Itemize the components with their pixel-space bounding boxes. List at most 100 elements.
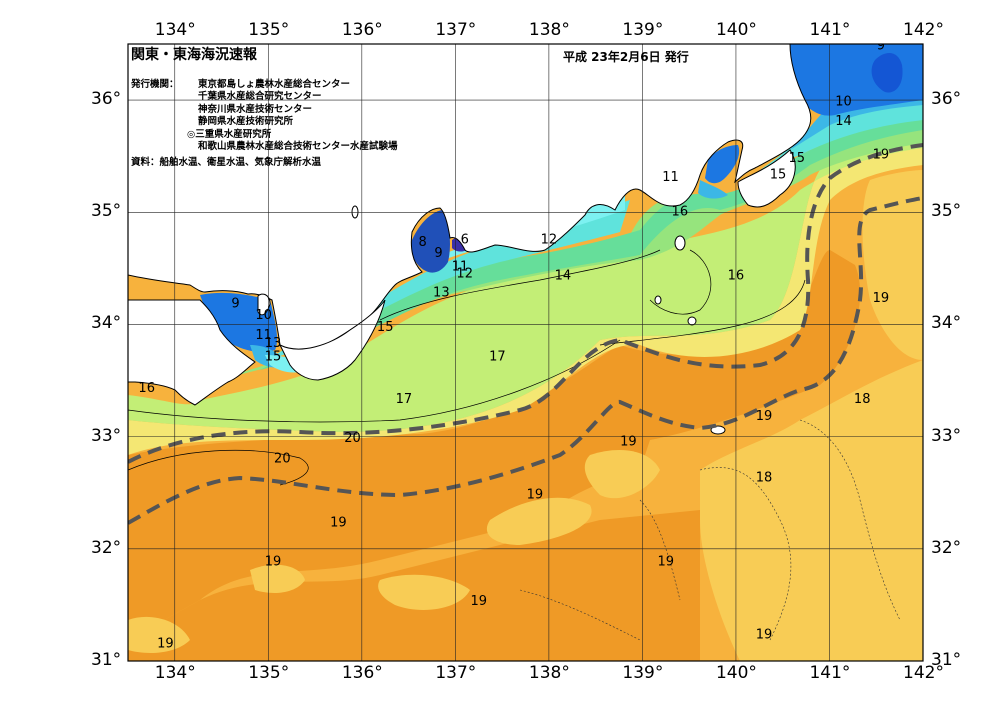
temperature-labels: 9101415151911161619121489611121391011131… (138, 39, 890, 652)
land-boso (737, 149, 796, 208)
lat-right-tick-label: 32° (931, 537, 962, 558)
temperature-label: 11 (255, 328, 272, 343)
land-niijima (654, 295, 662, 305)
temperature-label: 18 (756, 471, 773, 486)
issuer-org: 千葉県水産総合研究センター (198, 91, 322, 103)
temperature-label: 14 (555, 269, 572, 284)
temperature-label: 19 (157, 637, 174, 652)
issuer-list: 東京都島しょ農林水産総合センター 千葉県水産総合研究センター 神奈川県水産技術セ… (187, 79, 398, 153)
issue-date: 平成 23年2月6日 発行 (563, 50, 689, 64)
sea-14-band (260, 118, 923, 370)
lon-top-tick-label: 137° (435, 20, 477, 40)
sea-18-patch-1 (486, 497, 592, 545)
temperature-label: 8 (418, 235, 426, 250)
temperature-label: 20 (344, 431, 361, 446)
temperature-label: 16 (728, 269, 745, 284)
lat-left-tick-label: 32° (91, 537, 122, 558)
temperature-label: 13 (433, 285, 450, 300)
lon-bottom-tick-label: 135° (248, 663, 290, 683)
issuer-org: 神奈川県水産技術センター (198, 103, 313, 115)
lon-top-tick-label: 134° (154, 20, 196, 40)
lat-left-tick-label: 35° (91, 201, 122, 222)
map-frame (127, 43, 924, 662)
temperature-label: 15 (377, 320, 394, 335)
temperature-label: 17 (489, 349, 506, 364)
sea-11-kanto (790, 92, 923, 150)
sea-17-band (128, 140, 923, 455)
issuer-org: ◎三重県水産研究所 (187, 128, 272, 140)
lat-right-tick-label: 35° (931, 201, 962, 222)
temperature-label: 12 (456, 266, 473, 281)
lat-right-tick-label: 36° (931, 89, 962, 110)
lat-left-tick-label: 31° (91, 650, 122, 670)
kuroshio-paths (128, 143, 923, 525)
lon-top-tick-label: 136° (341, 20, 383, 40)
temperature-label: 16 (672, 205, 689, 220)
land-miyake (687, 316, 697, 326)
land-kii (278, 299, 386, 381)
temperature-label: 12 (541, 233, 558, 248)
lon-bottom-tick-label: 139° (622, 663, 664, 683)
lon-bottom-tick-label: 142° (903, 663, 944, 683)
sea-16-band (128, 140, 923, 432)
sea-18-patch-2 (584, 450, 660, 499)
lon-bottom-tick-label: 140° (715, 663, 757, 683)
lat-left-tick-label: 33° (91, 425, 122, 446)
temperature-label: 16 (138, 381, 155, 396)
lon-bottom-tick-label: 138° (528, 663, 570, 683)
lat-left-tick-label: 36° (91, 89, 122, 110)
land-oshima (674, 235, 686, 251)
issuer-label: 発行機関： (131, 79, 179, 90)
issuer-org: 和歌山県農林水産総合技術センター水産試験場 (198, 141, 398, 153)
lon-top-tick-label: 138° (528, 20, 570, 40)
temperature-label: 19 (265, 555, 282, 570)
lon-bottom-tick-label: 137° (435, 663, 477, 683)
temperature-label: 19 (620, 435, 637, 450)
lon-bottom-tick-label: 134° (154, 663, 196, 683)
land-awaji (257, 293, 271, 316)
lat-lon-grid (128, 44, 923, 661)
sea-18-patch-3 (378, 574, 470, 610)
lon-bottom-tick-label: 141° (809, 663, 851, 683)
sea-18-patch-4 (250, 564, 305, 593)
temperature-label: 17 (396, 392, 413, 407)
sea-10-tokyo-bay (705, 145, 740, 184)
sea-12-tokyo-bay-mouth (698, 180, 728, 199)
lat-right-tick-label: 34° (931, 313, 962, 334)
kuroshio-south-edge (128, 196, 923, 525)
temperature-label: 19 (873, 291, 890, 306)
map-title: 関東・東海海況速報 (131, 47, 257, 63)
temperature-label: 19 (470, 594, 487, 609)
data-sources: 資料：船舶水温、衛星水温、気象庁解析水温 (131, 157, 322, 168)
sea-18-patch-6 (862, 170, 923, 360)
lon-top-tick-label: 140° (715, 20, 757, 40)
sea-8-ise (411, 210, 450, 273)
lon-top-tick-label: 141° (809, 20, 851, 40)
temperature-label: 10 (255, 308, 272, 323)
temperature-label: 19 (527, 487, 544, 502)
land (128, 44, 812, 435)
temperature-label: 20 (274, 451, 291, 466)
sea-20-band (128, 250, 861, 640)
temperature-label: 14 (835, 114, 852, 129)
issuer-org: 静岡県水産技術研究所 (198, 116, 294, 128)
land-shikoku (128, 299, 256, 406)
temperature-label: 19 (330, 515, 347, 530)
temperature-label: 19 (756, 628, 773, 643)
sea-18-east (700, 360, 923, 661)
lon-top-tick-label: 135° (248, 20, 290, 40)
temperature-label: 9 (877, 39, 885, 54)
temperature-label: 15 (788, 151, 805, 166)
contour-lines (128, 249, 806, 486)
temperature-label: 11 (662, 170, 679, 185)
temperature-label: 19 (756, 409, 773, 424)
temperature-label: 11 (452, 260, 469, 275)
temperature-label: 18 (854, 392, 871, 407)
lon-bottom-tick-label: 136° (341, 663, 383, 683)
land-honshu-west (128, 44, 812, 356)
dotted-contours (519, 419, 901, 641)
temperature-label: 15 (770, 168, 787, 183)
temperature-label: 6 (461, 233, 469, 248)
